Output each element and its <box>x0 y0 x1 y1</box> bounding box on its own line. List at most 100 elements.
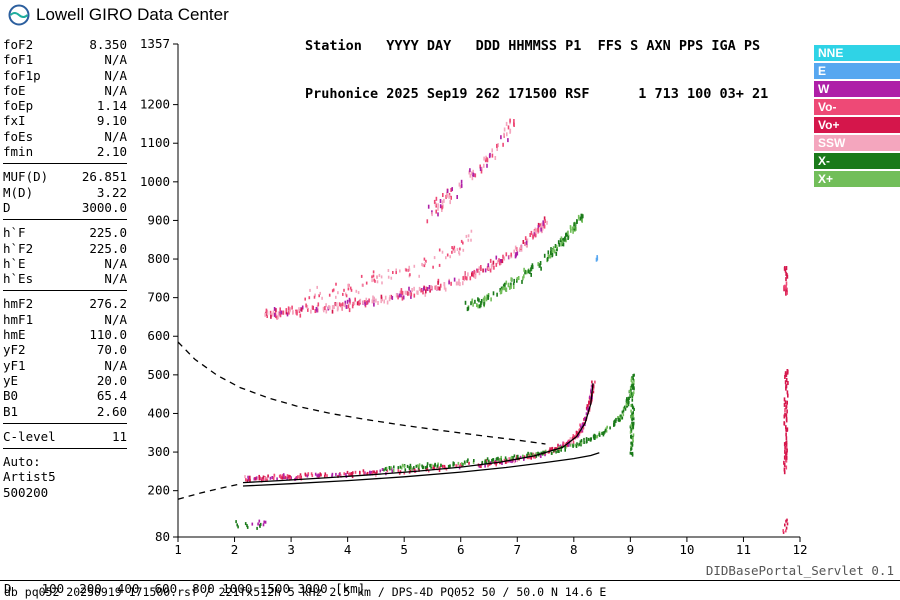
param-row-hmf1: hmF1 N/A <box>3 312 127 327</box>
param-row-m-d: M(D) 3.22 <box>3 185 127 200</box>
servlet-version-label: DIDBasePortal_Servlet 0.1 <box>705 563 894 578</box>
giro-brand-link[interactable]: Lowell GIRO Data Center <box>8 4 229 26</box>
param-row-fof2: foF2 8.350 <box>3 37 127 52</box>
legend-item-e: E <box>814 63 900 79</box>
echo-band-rfi-line-upper <box>783 266 789 296</box>
echo-dot-layer <box>235 118 789 534</box>
param-row-foe: foE N/A <box>3 83 127 98</box>
param-label: C-level <box>3 428 56 444</box>
fitted-hF-curve <box>242 383 594 484</box>
x-tick-label: 3 <box>287 542 295 557</box>
param-row-fof1: foF1 N/A <box>3 52 127 67</box>
x-tick-label: 6 <box>457 542 465 557</box>
echo-band-rfi-line-low <box>782 518 789 534</box>
y-tick-label: 300 <box>147 444 170 459</box>
muf-transmission-curve <box>177 341 546 445</box>
param-label: h`Es <box>3 271 34 287</box>
parameter-panel: foF2 8.350 foF1 N/A foF1p N/A foE N/A foEp 1.14 fx… <box>3 37 127 500</box>
legend-item-ssw: SSW <box>814 135 900 151</box>
param-row-yf1: yF1 N/A <box>3 358 127 373</box>
status-bar: db pq052 20250919 171500.rsf / 221fx512h… <box>4 585 607 599</box>
param-label: foF1 <box>3 52 34 68</box>
y-tick-label: 400 <box>147 405 170 420</box>
x-tick-label: 11 <box>736 542 751 557</box>
param-value: 26.851 <box>81 169 127 185</box>
y-tick-label: 1357 <box>140 36 170 51</box>
param-group-separator <box>3 219 127 221</box>
profile-curve <box>242 452 600 487</box>
echo-band-f2-x-trace-1st-hop <box>383 384 634 472</box>
param-value: N/A <box>104 128 127 144</box>
param-row-h-f: h`F 225.0 <box>3 225 127 240</box>
param-row-h-e: h`E N/A <box>3 256 127 271</box>
param-row-hme: hmE 110.0 <box>3 327 127 342</box>
param-value: 11 <box>111 428 127 444</box>
x-tick-label: 8 <box>570 542 578 557</box>
param-row-muf-d: MUF(D) 26.851 <box>3 169 127 184</box>
echo-band-e-region-noise <box>235 519 267 530</box>
param-value: 3.22 <box>96 184 127 200</box>
param-label: foF1p <box>3 67 41 83</box>
x-tick-label: 4 <box>344 542 352 557</box>
param-value: 65.4 <box>96 388 127 404</box>
param-value: N/A <box>104 67 127 83</box>
param-value: 276.2 <box>89 296 127 312</box>
param-group-separator <box>3 422 127 424</box>
x-tick-label: 10 <box>679 542 694 557</box>
param-row-h-f2: h`F2 225.0 <box>3 241 127 256</box>
y-tick-label: 700 <box>147 290 170 305</box>
param-label: h`F2 <box>3 240 34 256</box>
x-tick-label: 2 <box>231 542 239 557</box>
param-row-hmf2: hmF2 276.2 <box>3 296 127 311</box>
param-label: hmF1 <box>3 311 34 327</box>
y-tick-label: 1100 <box>140 135 170 150</box>
param-row-yf2: yF2 70.0 <box>3 342 127 357</box>
y-tick-label: 900 <box>147 212 170 227</box>
param-value: N/A <box>104 52 127 68</box>
x-tick-label: 5 <box>400 542 408 557</box>
param-auto-line-artist5: Artist5 <box>3 469 56 485</box>
x-tick-label: 12 <box>792 542 807 557</box>
param-value: 20.0 <box>96 372 127 388</box>
chart-axes: 8020030040050060070080090010001100120013… <box>140 36 808 557</box>
param-value: 1.14 <box>96 98 127 114</box>
x-tick-label: 9 <box>627 542 635 557</box>
echo-band-f2-o-trace-2nd-hop <box>264 216 548 320</box>
y-tick-label: 80 <box>155 529 170 544</box>
param-label: foEp <box>3 98 34 114</box>
echo-band-f2-o-trace-1st-hop <box>244 380 596 483</box>
param-value: N/A <box>104 311 127 327</box>
param-label: h`E <box>3 255 26 271</box>
dashed-rising-segment <box>177 483 242 500</box>
giro-logo-icon <box>8 4 30 26</box>
param-label: B0 <box>3 388 19 404</box>
param-row-foep: foEp 1.14 <box>3 98 127 113</box>
x-tick-label: 7 <box>514 542 522 557</box>
legend-item-nne: NNE <box>814 45 900 61</box>
param-value: N/A <box>104 82 127 98</box>
param-value: 225.0 <box>89 225 127 241</box>
param-label: foE <box>3 82 26 98</box>
y-tick-label: 1000 <box>140 174 170 189</box>
param-row-h-es: h`Es N/A <box>3 271 127 286</box>
y-tick-label: 1200 <box>140 97 170 112</box>
param-label: fmin <box>3 144 34 160</box>
param-row-b1: B1 2.60 <box>3 404 127 419</box>
param-value: N/A <box>104 255 127 271</box>
param-group-separator <box>3 290 127 292</box>
param-value: 3000.0 <box>81 199 127 215</box>
param-value: 110.0 <box>89 327 127 343</box>
param-value: 225.0 <box>89 240 127 256</box>
param-row-fxi: fxI 9.10 <box>3 113 127 128</box>
param-row-c-level: C-level 11 <box>3 429 127 444</box>
param-row-b0: B0 65.4 <box>3 388 127 403</box>
echo-band-sporadic-blue <box>595 255 599 262</box>
echo-band-f2-x-trace-2nd-hop <box>464 213 584 312</box>
param-value: 70.0 <box>96 342 127 358</box>
echo-band-diffuse-above-2nd-hop <box>304 229 473 301</box>
echo-type-legend: NNE E W Vo- Vo+ SSW X- X+ <box>814 45 900 189</box>
param-row-d: D 3000.0 <box>3 200 127 215</box>
footer-divider <box>0 580 900 581</box>
param-label: yF1 <box>3 357 26 373</box>
